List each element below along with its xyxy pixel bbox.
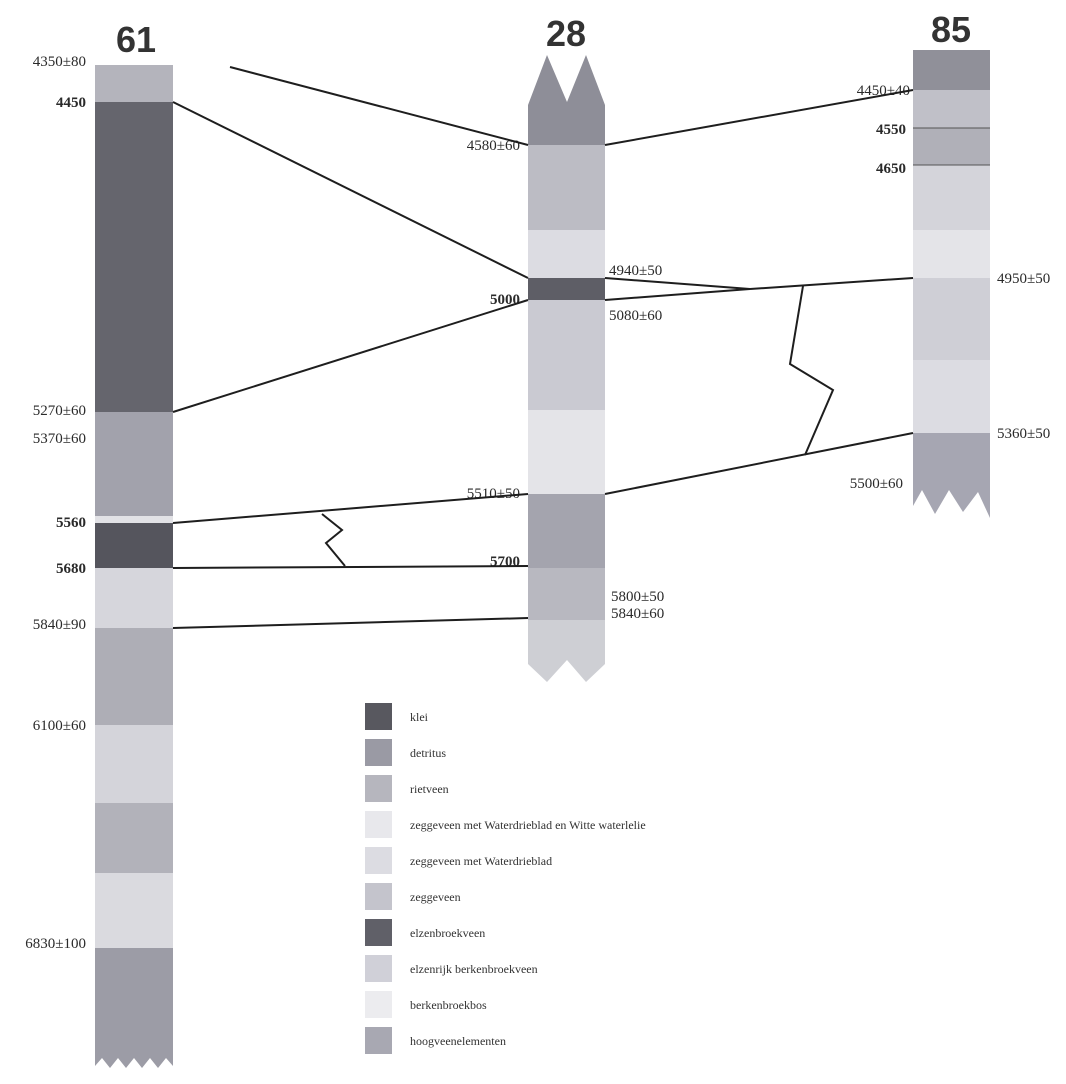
date-label: 4450 xyxy=(56,95,86,111)
core-61-layer-5 xyxy=(95,523,173,568)
legend-label: zeggeveen met Waterdrieblad en Witte wat… xyxy=(410,818,646,832)
core-28-layer-4 xyxy=(528,278,605,300)
core-28-layer-9 xyxy=(528,620,605,682)
core-61-column xyxy=(95,65,173,1068)
date-label: 4580±60 xyxy=(467,138,520,154)
core-61-layer-2 xyxy=(95,102,173,412)
core-61-dates: 4350±80 4450 5270±60 5370±60 5560 5680 5… xyxy=(25,54,86,952)
core-28-layer-6 xyxy=(528,410,605,494)
correlation-line xyxy=(749,277,914,290)
facies-transition-zigzag xyxy=(321,513,346,567)
core-85-layer-2 xyxy=(913,90,990,128)
correlation-line xyxy=(229,66,529,146)
correlation-line xyxy=(172,299,529,413)
date-label: 5500±60 xyxy=(850,476,903,492)
legend-swatch xyxy=(365,847,392,874)
legend-swatch xyxy=(365,883,392,910)
correlation-line xyxy=(172,617,529,629)
core-61-layer-11 xyxy=(95,948,173,1068)
core-28-layer-7 xyxy=(528,494,605,568)
correlation-line xyxy=(604,277,751,290)
core-28-layer-8 xyxy=(528,568,605,620)
core-85-layer-1 xyxy=(913,50,990,90)
core-85-layer-8 xyxy=(913,433,990,518)
legend-swatch xyxy=(365,703,392,730)
date-label: 5800±50 xyxy=(611,589,664,605)
date-label: 4450±40 xyxy=(857,83,910,99)
core-28-dates: 4580±60 4940±50 5000 5080±60 5510±50 570… xyxy=(467,138,664,622)
core-28-layer-3 xyxy=(528,230,605,278)
date-label: 5370±60 xyxy=(33,431,86,447)
correlation-line xyxy=(604,89,914,146)
core-61-layer-8 xyxy=(95,725,173,803)
correlation-line xyxy=(172,493,529,524)
legend-swatch xyxy=(365,955,392,982)
date-label: 4950±50 xyxy=(997,271,1050,287)
legend-label: detritus xyxy=(410,746,446,760)
core-61-layer-9 xyxy=(95,803,173,873)
core-61-layer-4 xyxy=(95,516,173,523)
core-61-layer-1 xyxy=(95,65,173,102)
core-85-column xyxy=(913,50,990,518)
legend-label: zeggeveen xyxy=(410,890,461,904)
legend-label: elzenbroekveen xyxy=(410,926,485,940)
core-61-layer-6 xyxy=(95,568,173,628)
correlation-line xyxy=(172,565,529,569)
core-85-title: 85 xyxy=(931,9,971,50)
date-label: 6100±60 xyxy=(33,718,86,734)
date-label: 5700 xyxy=(490,554,520,570)
date-label: 5680 xyxy=(56,561,86,577)
legend-label: berkenbroekbos xyxy=(410,998,487,1012)
core-61-layer-10 xyxy=(95,873,173,948)
date-label: 5360±50 xyxy=(997,426,1050,442)
date-label: 5080±60 xyxy=(609,308,662,324)
core-85-dates: 4450±40 4550 4650 4950±50 5360±50 5500±6… xyxy=(850,83,1050,492)
core-85-layer-3 xyxy=(913,128,990,165)
legend-swatch xyxy=(365,811,392,838)
legend-swatch xyxy=(365,739,392,766)
date-label: 5840±90 xyxy=(33,617,86,633)
legend-label: zeggeveen met Waterdrieblad xyxy=(410,854,552,868)
core-85-layer-5 xyxy=(913,230,990,278)
legend-swatch xyxy=(365,991,392,1018)
date-label: 4650 xyxy=(876,161,906,177)
legend-label: hoogveenelementen xyxy=(410,1034,506,1048)
core-28-layer-2 xyxy=(528,145,605,230)
facies-transition-zigzag xyxy=(788,285,835,456)
date-label: 5560 xyxy=(56,515,86,531)
correlation-line xyxy=(172,101,529,279)
core-61-layer-7 xyxy=(95,628,173,725)
date-label: 4940±50 xyxy=(609,263,662,279)
legend-label: klei xyxy=(410,710,429,724)
core-28-layer-5 xyxy=(528,300,605,410)
legend: klei detritus rietveen zeggeveen met Wat… xyxy=(365,703,646,1054)
core-85-layer-6 xyxy=(913,278,990,360)
legend-label: elzenrijk berkenbroekveen xyxy=(410,962,538,976)
legend-swatch xyxy=(365,775,392,802)
correlation-lines xyxy=(172,66,914,629)
correlation-line xyxy=(604,432,914,495)
core-85-layer-4 xyxy=(913,165,990,230)
legend-label: rietveen xyxy=(410,782,449,796)
date-label: 6830±100 xyxy=(25,936,86,952)
date-label: 4550 xyxy=(876,122,906,138)
date-label: 4350±80 xyxy=(33,54,86,70)
core-61-title: 61 xyxy=(116,19,156,60)
core-85-layer-7 xyxy=(913,360,990,433)
core-28-layer-1 xyxy=(528,55,605,145)
legend-swatch xyxy=(365,919,392,946)
date-label: 5840±60 xyxy=(611,606,664,622)
correlation-line xyxy=(604,288,751,301)
date-label: 5270±60 xyxy=(33,403,86,419)
date-label: 5000 xyxy=(490,292,520,308)
core-61-layer-3 xyxy=(95,412,173,516)
core-28-title: 28 xyxy=(546,13,586,54)
legend-swatch xyxy=(365,1027,392,1054)
core-28-column xyxy=(528,55,605,682)
date-label: 5510±50 xyxy=(467,486,520,502)
